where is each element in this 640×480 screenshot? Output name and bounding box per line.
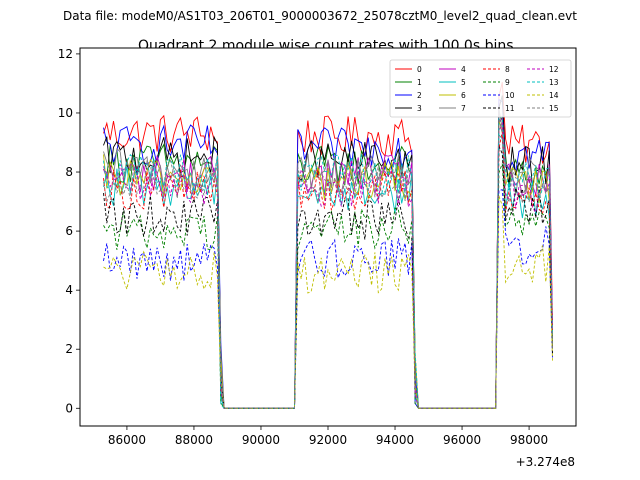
legend-label-6: 6 [461, 91, 466, 100]
legend-label-2: 2 [417, 91, 422, 100]
legend-label-12: 12 [549, 65, 559, 74]
x-tick-label: 86000 [108, 433, 146, 447]
legend-label-1: 1 [417, 78, 422, 87]
series-line-11 [103, 145, 553, 409]
legend-label-8: 8 [505, 65, 510, 74]
x-tick-label: 88000 [175, 433, 213, 447]
x-tick-label: 96000 [443, 433, 481, 447]
legend-label-13: 13 [549, 78, 559, 87]
y-tick-label: 12 [58, 47, 73, 61]
x-tick-label: 94000 [376, 433, 414, 447]
series-layer [103, 81, 553, 409]
legend-label-15: 15 [549, 104, 559, 113]
legend-frame [389, 59, 572, 118]
legend-label-0: 0 [417, 65, 422, 74]
series-line-13 [103, 115, 553, 409]
series-line-14 [103, 195, 553, 409]
x-tick-label: 92000 [309, 433, 347, 447]
chart-suptitle: Data file: modeM0/AS1T03_206T01_90000036… [63, 9, 577, 23]
x-axis-offset-label: +3.274e8 [516, 455, 575, 469]
legend-label-14: 14 [549, 91, 559, 100]
y-tick-label: 8 [65, 165, 73, 179]
legend-label-3: 3 [417, 104, 422, 113]
legend-label-7: 7 [461, 104, 466, 113]
y-tick-label: 2 [65, 342, 73, 356]
x-tick-label: 98000 [510, 433, 548, 447]
x-tick-label: 90000 [242, 433, 280, 447]
y-tick-label: 10 [58, 106, 73, 120]
x-axis: 86000 88000 90000 92000 94000 96000 98000 [108, 426, 548, 447]
legend-label-4: 4 [461, 65, 466, 74]
legend-label-11: 11 [505, 104, 515, 113]
legend-label-5: 5 [461, 78, 466, 87]
legend-label-10: 10 [505, 91, 515, 100]
y-tick-label: 0 [65, 401, 73, 415]
y-tick-label: 4 [65, 283, 73, 297]
y-axis: 0 2 4 6 8 10 12 [58, 47, 80, 415]
legend-label-9: 9 [505, 78, 510, 87]
series-line-15 [103, 116, 553, 409]
y-tick-label: 6 [65, 224, 73, 238]
